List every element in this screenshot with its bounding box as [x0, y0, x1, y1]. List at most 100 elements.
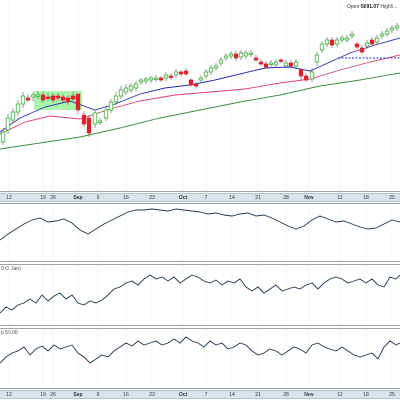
candle-body	[55, 95, 61, 99]
candle-body	[303, 75, 309, 81]
candle-body	[40, 94, 46, 101]
candle-body	[183, 70, 189, 75]
candle-body	[233, 53, 239, 59]
date-tick-23: 23	[149, 195, 155, 201]
candle-body	[298, 69, 304, 77]
candle-body	[253, 57, 259, 61]
candle-body	[15, 103, 21, 113]
ma-mid-line	[0, 54, 400, 135]
candle-body	[248, 52, 254, 55]
candle-body	[228, 53, 234, 57]
candle-body	[5, 117, 11, 131]
date-tick-28: 28	[283, 195, 289, 201]
candle-body	[113, 95, 119, 103]
ma-short-line	[0, 37, 400, 133]
candle-body	[293, 61, 299, 67]
indicator-panel-1[interactable]	[0, 203, 400, 262]
candle-body	[75, 93, 81, 111]
date-tick-nov: Nov	[304, 195, 314, 201]
date-tick-14: 14	[229, 195, 235, 201]
date-tick-sep: Sep	[73, 195, 83, 201]
indicator-1-line	[0, 208, 400, 241]
candle-body	[379, 33, 385, 37]
ma-long-line	[0, 72, 400, 150]
candle-body	[92, 112, 98, 125]
date-tick-nov: Nov	[304, 392, 314, 398]
candle-body	[238, 52, 244, 58]
date-tick-21: 21	[255, 392, 261, 398]
candle-body	[25, 97, 31, 101]
open-label: Open	[347, 4, 360, 10]
indicator-2-label: 0 (2 Jan)	[1, 266, 21, 272]
candle-body	[188, 79, 194, 86]
date-tick-18: 18	[363, 195, 369, 201]
candle-body	[319, 43, 325, 51]
candle-body	[273, 61, 279, 66]
candle-body	[364, 42, 370, 47]
date-tick-oct: Oct	[178, 195, 188, 201]
candle-body	[243, 52, 249, 57]
candle-body	[178, 71, 184, 75]
price-chart-svg	[0, 0, 400, 191]
date-tick-12: 12	[6, 392, 12, 398]
candle-body	[97, 120, 103, 123]
candle-body	[359, 47, 365, 53]
candle-body	[278, 59, 284, 62]
candle-body	[81, 114, 87, 125]
indicator-2-svg	[0, 265, 400, 325]
candle-body	[158, 77, 164, 81]
candle-body	[168, 75, 174, 78]
candle-body	[263, 63, 269, 68]
date-tick-11: 11	[337, 392, 343, 398]
high-label: High	[380, 4, 391, 10]
candle-body	[86, 117, 92, 134]
indicator-3-svg	[0, 329, 400, 388]
candle-body	[334, 39, 340, 45]
candle-body	[108, 101, 114, 111]
price-panel[interactable]: Open-5891.07 High5...	[0, 0, 400, 192]
open-value: 5891.07	[360, 4, 379, 10]
candle-body	[10, 111, 16, 121]
candle-body	[153, 77, 159, 80]
candle-body	[133, 83, 139, 89]
candle-body	[314, 54, 320, 63]
indicator-3-line	[0, 336, 400, 364]
candle-body	[35, 94, 41, 97]
date-tick-23: 23	[149, 392, 155, 398]
date-tick-28: 28	[283, 392, 289, 398]
candle-body	[389, 27, 395, 31]
date-tick-oct: Oct	[178, 392, 188, 398]
indicator-panel-3[interactable]: p 56.00	[0, 328, 400, 389]
indicator-1-svg	[0, 204, 400, 261]
candle-body	[143, 78, 149, 82]
date-tick-26: 26	[50, 195, 56, 201]
date-tick-11: 11	[337, 195, 343, 201]
candle-body	[268, 62, 274, 65]
candle-body	[50, 95, 56, 101]
candle-body	[30, 94, 36, 98]
candle-body	[288, 62, 294, 67]
date-tick-25: 25	[389, 392, 395, 398]
date-tick-12: 12	[6, 195, 12, 201]
candle-body	[0, 131, 6, 143]
candle-body	[118, 89, 124, 97]
candle-body	[344, 37, 350, 41]
date-tick-9: 9	[96, 392, 100, 398]
candle-body	[349, 33, 355, 37]
candle-body	[198, 77, 204, 81]
candle-body	[173, 71, 179, 76]
candle-body	[163, 74, 169, 79]
date-tick-16: 16	[123, 195, 129, 201]
candle-body	[138, 79, 144, 83]
candle-body	[20, 95, 26, 105]
candle-body	[258, 61, 264, 65]
candle-body	[148, 77, 154, 81]
candle-body	[213, 65, 219, 69]
candle-body	[339, 37, 345, 41]
candle-body	[374, 37, 380, 43]
candle-body	[193, 83, 199, 87]
candle-body	[369, 39, 375, 45]
candle-body	[70, 95, 76, 100]
indicator-panel-2[interactable]: 0 (2 Jan)	[0, 264, 400, 326]
